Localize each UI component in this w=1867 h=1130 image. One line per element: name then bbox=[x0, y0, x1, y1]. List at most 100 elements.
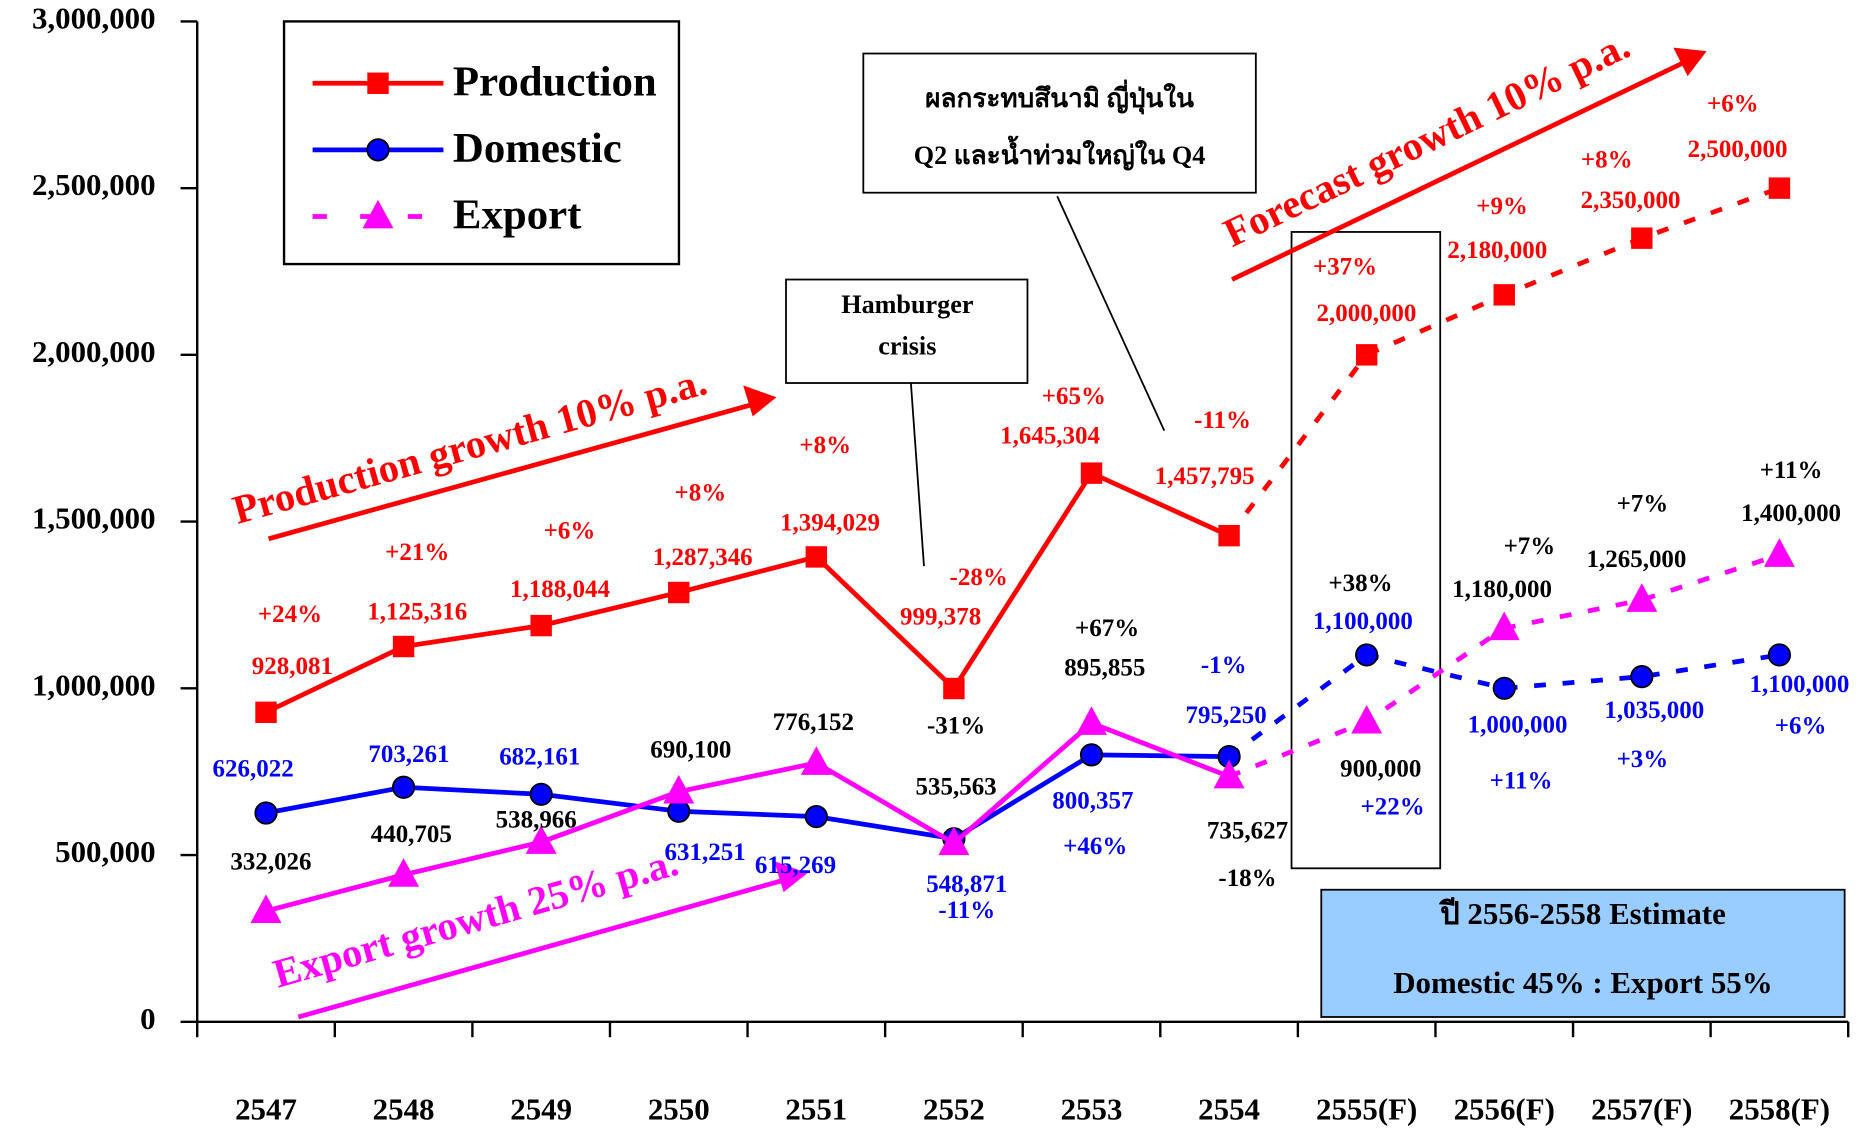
value-label: 703,261 bbox=[368, 741, 449, 768]
marker bbox=[1351, 705, 1383, 734]
x-tick-label: 2552 bbox=[923, 1091, 985, 1126]
legend-marker bbox=[367, 72, 389, 94]
value-label: 1,035,000 bbox=[1604, 697, 1704, 724]
growth-label: +7% bbox=[1617, 490, 1669, 517]
value-label: 800,357 bbox=[1052, 788, 1133, 815]
y-tick-label: 500,000 bbox=[55, 834, 155, 869]
value-label: 776,152 bbox=[773, 709, 854, 736]
value-label: 1,265,000 bbox=[1587, 546, 1687, 573]
marker bbox=[530, 614, 552, 637]
growth-label: +37% bbox=[1313, 254, 1377, 281]
legend-label: Production bbox=[453, 58, 657, 105]
growth-label: +3% bbox=[1617, 746, 1669, 773]
marker bbox=[667, 799, 691, 823]
marker bbox=[804, 804, 828, 829]
y-tick-label: 1,000,000 bbox=[32, 667, 156, 702]
series-line bbox=[1227, 652, 1780, 759]
value-label: 2,000,000 bbox=[1317, 300, 1417, 327]
marker bbox=[805, 546, 828, 568]
x-tick-label: 2551 bbox=[785, 1091, 847, 1126]
legend bbox=[282, 20, 681, 266]
x-tick-label: 2556(F) bbox=[1454, 1091, 1555, 1126]
trend-label: Export growth 25% p.a. bbox=[268, 839, 683, 996]
growth-label: -11% bbox=[1194, 407, 1251, 434]
value-label: 2,350,000 bbox=[1581, 187, 1681, 214]
trend-label: Production growth 10% p.a. bbox=[228, 358, 712, 532]
value-label: 1,287,346 bbox=[653, 544, 753, 571]
y-tick-label: 2,500,000 bbox=[32, 167, 156, 202]
growth-label: +21% bbox=[385, 539, 449, 566]
legend-marker bbox=[362, 199, 394, 229]
growth-label: +22% bbox=[1361, 794, 1425, 821]
value-label: 1,000,000 bbox=[1468, 712, 1568, 739]
trend-arrow bbox=[297, 877, 785, 1020]
hamburger-box bbox=[785, 278, 1029, 384]
marker bbox=[1488, 611, 1520, 641]
marker bbox=[1076, 706, 1107, 735]
marker bbox=[1626, 583, 1658, 612]
marker bbox=[1630, 665, 1654, 689]
value-label: 440,705 bbox=[371, 821, 452, 848]
value-label: 535,563 bbox=[916, 773, 997, 800]
annotation: Domestic 45% : Export 55% bbox=[1393, 965, 1772, 1000]
marker bbox=[1631, 227, 1653, 249]
value-label: 1,394,029 bbox=[780, 509, 880, 536]
value-label: 735,627 bbox=[1207, 817, 1288, 844]
marker bbox=[1763, 538, 1795, 567]
growth-label: +6% bbox=[544, 518, 596, 545]
annotation: crisis bbox=[878, 332, 936, 361]
marker bbox=[663, 774, 695, 804]
marker bbox=[668, 581, 690, 604]
y-tick-label: 0 bbox=[140, 1001, 155, 1036]
trend-arrow bbox=[267, 402, 754, 542]
legend-marker bbox=[366, 138, 390, 162]
value-label: 631,251 bbox=[665, 839, 746, 866]
growth-label: +11% bbox=[1760, 457, 1823, 484]
value-label: 900,000 bbox=[1340, 756, 1421, 783]
x-tick-label: 2548 bbox=[373, 1091, 435, 1126]
growth-label: +8% bbox=[799, 432, 851, 459]
value-label: 332,026 bbox=[230, 848, 311, 875]
growth-label: -1% bbox=[1201, 652, 1247, 679]
trend-arrow bbox=[1231, 60, 1684, 282]
value-label: 1,188,044 bbox=[510, 576, 610, 603]
growth-label: +8% bbox=[1581, 147, 1633, 174]
marker bbox=[255, 701, 277, 723]
series-line bbox=[265, 752, 1230, 842]
growth-label: +9% bbox=[1476, 193, 1528, 220]
value-label: 682,161 bbox=[499, 744, 580, 771]
marker bbox=[938, 826, 970, 856]
marker bbox=[392, 635, 415, 658]
marker bbox=[1492, 676, 1516, 700]
arrow-head bbox=[774, 861, 808, 893]
x-tick-label: 2557(F) bbox=[1591, 1091, 1692, 1126]
marker bbox=[1493, 284, 1515, 306]
marker bbox=[254, 801, 278, 825]
estimate-box bbox=[1320, 888, 1846, 1018]
legend-label: Export bbox=[453, 192, 582, 239]
x-tick-label: 2550 bbox=[648, 1091, 710, 1126]
growth-label: +24% bbox=[258, 601, 322, 628]
growth-label: +6% bbox=[1707, 91, 1759, 118]
x-tick-label: 2555(F) bbox=[1316, 1091, 1417, 1126]
value-label: 1,457,795 bbox=[1155, 463, 1255, 490]
marker bbox=[1080, 462, 1103, 484]
leader-line bbox=[910, 382, 925, 567]
value-label: 1,180,000 bbox=[1452, 576, 1552, 603]
value-label: 1,100,000 bbox=[1313, 608, 1413, 635]
value-label: 795,250 bbox=[1186, 702, 1267, 729]
marker bbox=[800, 746, 832, 775]
marker bbox=[391, 775, 416, 799]
y-tick-label: 1,500,000 bbox=[32, 501, 156, 536]
growth-label: -31% bbox=[927, 713, 985, 740]
value-label: 615,269 bbox=[755, 852, 836, 879]
growth-label: +38% bbox=[1328, 570, 1392, 597]
value-label: 548,871 bbox=[926, 871, 1007, 898]
annotation: Q2 และน้ำท่วมใหญ่ใน Q4 bbox=[914, 135, 1206, 171]
annotation: ผลกระทบสึนามิ ญี่ปุ่นใน bbox=[925, 79, 1194, 115]
marker bbox=[388, 858, 420, 887]
marker bbox=[1218, 524, 1240, 547]
y-tick-label: 2,000,000 bbox=[32, 334, 156, 369]
y-tick-label: 3,000,000 bbox=[32, 1, 156, 36]
